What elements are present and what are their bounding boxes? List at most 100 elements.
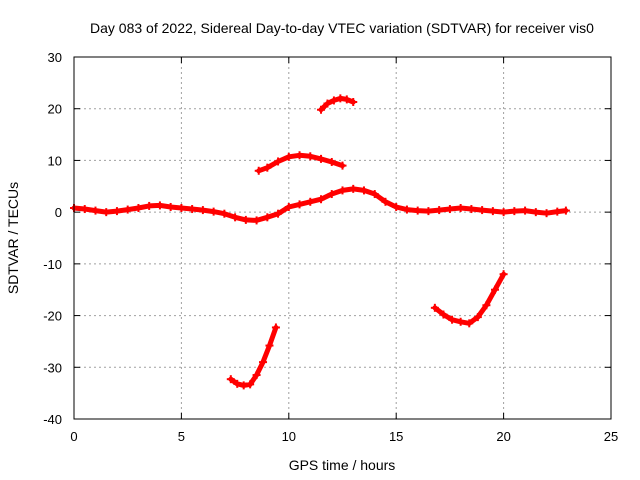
data-point xyxy=(226,375,235,384)
data-point xyxy=(323,99,332,108)
data-point xyxy=(381,197,390,206)
data-point xyxy=(231,213,240,222)
data-point xyxy=(465,319,474,328)
data-point xyxy=(241,215,250,224)
data-point xyxy=(134,204,143,213)
chart-title: Day 083 of 2022, Sidereal Day-to-day VTE… xyxy=(90,20,594,36)
data-point xyxy=(370,190,379,199)
x-tick-label: 5 xyxy=(178,429,185,444)
data-point xyxy=(239,381,248,390)
data-point xyxy=(510,207,519,216)
y-tick-label: -20 xyxy=(43,309,62,324)
data-point xyxy=(263,163,272,172)
series-main-band xyxy=(71,186,569,223)
data-point xyxy=(561,206,570,215)
data-point xyxy=(402,205,411,214)
data-point xyxy=(274,209,283,218)
series-lower-left-arc xyxy=(228,325,279,388)
data-point xyxy=(467,205,476,214)
data-point xyxy=(338,161,347,170)
data-point xyxy=(274,157,283,166)
data-point xyxy=(306,197,315,206)
data-point xyxy=(220,209,229,218)
grid xyxy=(74,57,611,419)
data-point xyxy=(349,184,358,193)
data-point xyxy=(252,216,261,225)
data-point xyxy=(166,202,175,211)
data-point xyxy=(329,96,338,105)
data-point xyxy=(263,213,272,222)
data-point xyxy=(102,208,111,217)
data-point xyxy=(342,95,351,104)
data-point xyxy=(491,285,500,294)
data-point xyxy=(317,105,326,114)
data-point xyxy=(553,207,562,216)
data-point xyxy=(336,94,345,103)
data-point xyxy=(271,323,280,332)
data-point xyxy=(521,206,530,215)
data-point xyxy=(198,206,207,215)
data-point xyxy=(488,207,497,216)
data-point xyxy=(359,186,368,195)
data-point xyxy=(233,379,242,388)
data-point xyxy=(349,97,358,106)
data-point xyxy=(456,317,465,326)
data-point xyxy=(499,208,508,217)
data-point xyxy=(531,208,540,217)
data-point xyxy=(155,201,164,210)
y-tick-label: -30 xyxy=(43,360,62,375)
data-point xyxy=(295,200,304,209)
data-point xyxy=(439,310,448,319)
data-point xyxy=(327,190,336,199)
data-point xyxy=(430,303,439,312)
data-point xyxy=(80,205,89,214)
y-tick-label: -10 xyxy=(43,257,62,272)
data-point xyxy=(91,206,100,215)
y-tick-label: -40 xyxy=(43,412,62,427)
x-axis-label: GPS time / hours xyxy=(289,457,396,473)
data-point xyxy=(542,209,551,218)
data-point xyxy=(392,202,401,211)
x-tick-label: 10 xyxy=(282,429,296,444)
data-point xyxy=(424,207,433,216)
data-series-group xyxy=(70,94,570,390)
plot-frame xyxy=(73,56,612,420)
x-tick-label: 20 xyxy=(496,429,510,444)
data-point xyxy=(473,313,482,322)
data-point xyxy=(123,205,132,214)
y-axis-label: SDTVAR / TECUs xyxy=(5,182,21,294)
data-point xyxy=(284,152,293,161)
data-point xyxy=(445,205,454,214)
x-tick-label: 0 xyxy=(70,429,77,444)
data-point xyxy=(478,206,487,215)
data-point xyxy=(252,371,261,380)
data-point xyxy=(499,270,508,279)
data-point xyxy=(295,151,304,160)
data-point xyxy=(317,154,326,163)
data-point xyxy=(145,201,154,210)
y-tick-label: 20 xyxy=(48,102,62,117)
data-point xyxy=(259,358,268,367)
data-point xyxy=(448,315,457,324)
x-tick-label: 15 xyxy=(389,429,403,444)
data-point xyxy=(456,204,465,213)
data-point xyxy=(338,186,347,195)
y-tick-label: 0 xyxy=(55,205,62,220)
data-point xyxy=(327,157,336,166)
data-point xyxy=(413,206,422,215)
data-point xyxy=(254,166,263,175)
data-point xyxy=(177,204,186,213)
tick-labels: 0 5 10 15 20 25 -40 -30 -20 -10 0 10 20 30 xyxy=(43,50,618,444)
data-point xyxy=(246,380,255,389)
data-point xyxy=(317,195,326,204)
data-point xyxy=(482,301,491,310)
data-point xyxy=(265,341,274,350)
axis-ticks xyxy=(73,56,612,420)
data-point xyxy=(284,202,293,211)
data-point xyxy=(209,207,218,216)
data-point xyxy=(112,207,121,216)
data-point xyxy=(435,206,444,215)
data-point xyxy=(306,152,315,161)
y-tick-label: 30 xyxy=(48,50,62,65)
